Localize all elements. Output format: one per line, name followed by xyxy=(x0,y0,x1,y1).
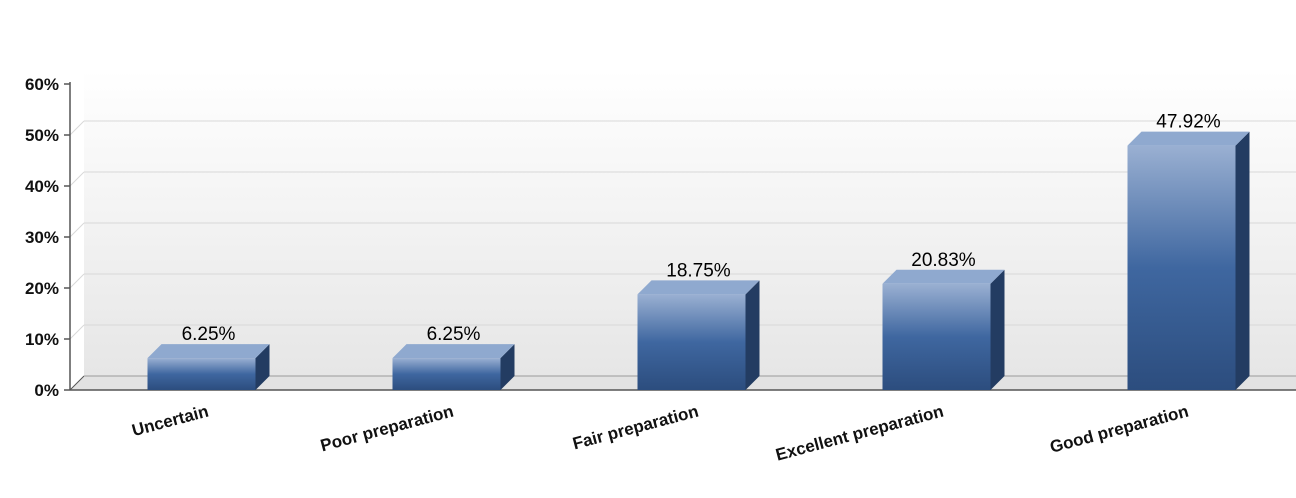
floor-edge xyxy=(69,375,85,391)
data-label: 18.75% xyxy=(666,260,731,281)
y-axis-ticks: 0% 10% 20% 30% 40% 50% 60% xyxy=(25,75,70,400)
y-tick-label: 40% xyxy=(25,177,59,196)
bar-front xyxy=(882,283,991,390)
bar-side xyxy=(255,344,270,390)
gridline-slant xyxy=(69,171,85,187)
bar-front xyxy=(1127,145,1236,390)
bar-side xyxy=(1235,131,1250,390)
bar-top xyxy=(637,280,760,295)
bars xyxy=(147,131,1250,390)
bar-top xyxy=(1127,131,1250,146)
bar-side xyxy=(500,344,515,390)
bar-front xyxy=(392,358,501,390)
gridline-slant xyxy=(69,324,85,340)
bar-4 xyxy=(882,269,1005,390)
x-category-label: Good preparation xyxy=(1048,402,1191,457)
bar-front xyxy=(147,358,256,390)
bar-1 xyxy=(147,344,270,390)
y-tick-label: 50% xyxy=(25,126,59,145)
bar-top xyxy=(882,269,1005,284)
x-category-label: Excellent preparation xyxy=(774,402,946,465)
y-tick-label: 60% xyxy=(25,75,59,94)
data-labels: 6.25% 6.25% 18.75% 20.83% 47.92% xyxy=(182,112,1221,346)
y-tick-label: 30% xyxy=(25,228,59,247)
data-label: 47.92% xyxy=(1156,112,1221,133)
gridline-slant xyxy=(69,222,85,238)
y-tick-label: 10% xyxy=(25,330,59,349)
x-axis-category-labels: Uncertain Poor preparation Fair preparatio… xyxy=(130,402,1191,465)
bar-3 xyxy=(637,280,760,390)
y-tick-label: 20% xyxy=(25,279,59,298)
gridline-slant xyxy=(69,120,85,136)
bar-top xyxy=(147,344,270,359)
bar-side xyxy=(745,280,760,390)
bar-side xyxy=(990,269,1005,390)
data-label: 20.83% xyxy=(911,250,976,271)
data-label: 6.25% xyxy=(427,324,481,345)
bar-front xyxy=(637,294,746,390)
bar-top xyxy=(392,344,515,359)
data-label: 6.25% xyxy=(182,324,236,345)
x-category-label: Fair preparation xyxy=(571,402,701,454)
x-category-label: Poor preparation xyxy=(318,402,455,456)
bar-5 xyxy=(1127,131,1250,390)
gridline-slant xyxy=(69,273,85,289)
bar-2 xyxy=(392,344,515,390)
x-category-label: Uncertain xyxy=(130,402,211,441)
y-tick-label: 0% xyxy=(34,381,59,400)
